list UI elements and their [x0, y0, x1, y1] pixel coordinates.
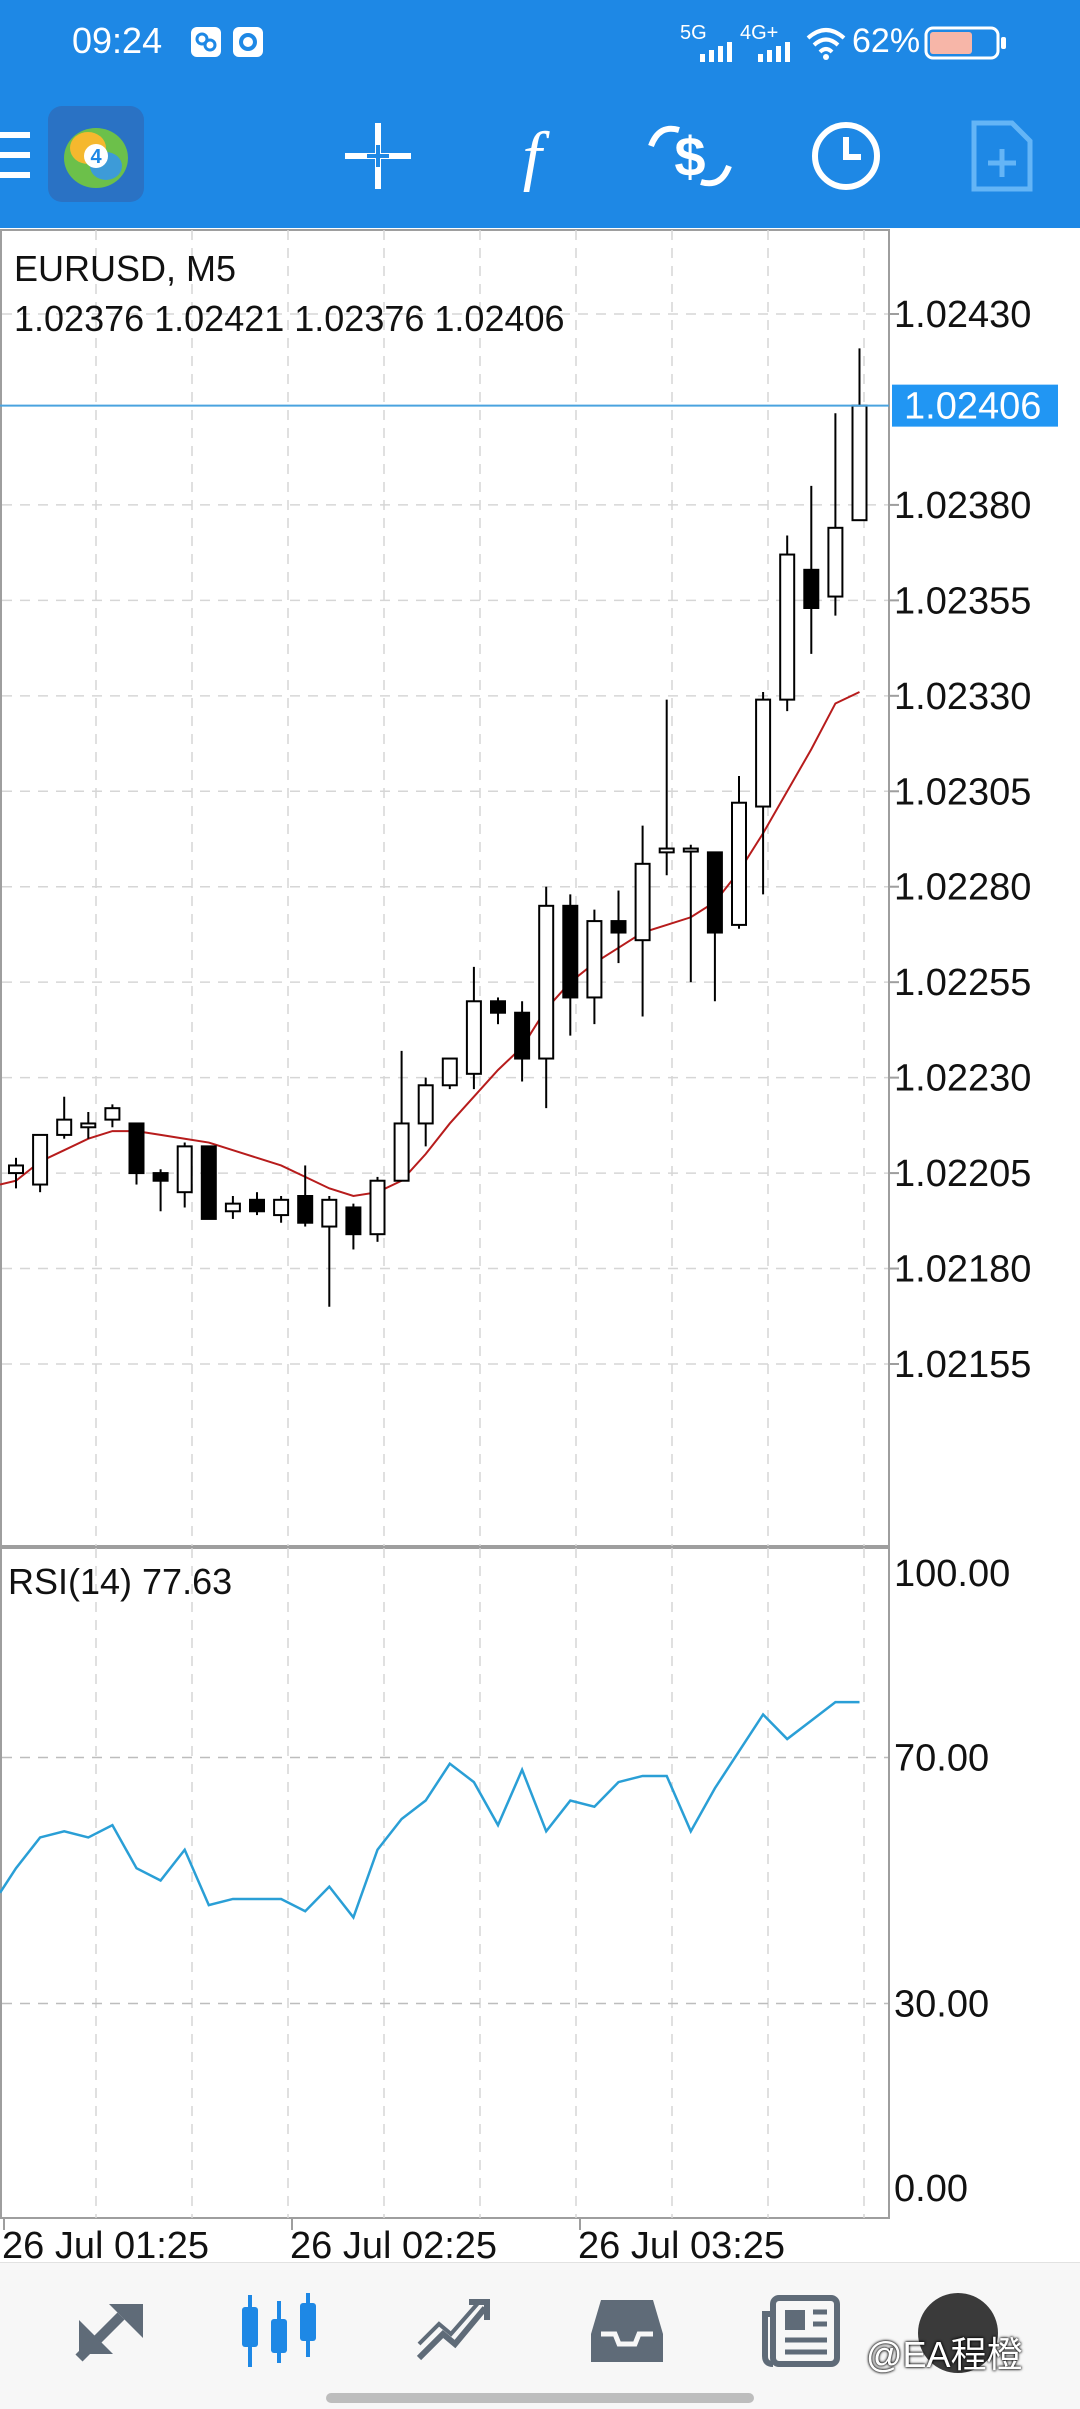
- price-tick-label: 1.02305: [894, 771, 1031, 813]
- candle-body: [273, 1198, 290, 1217]
- battery-icon: [924, 26, 1006, 60]
- candle-body: [152, 1172, 169, 1182]
- candle-body: [538, 904, 555, 1060]
- candle-body: [80, 1122, 97, 1129]
- rsi-tick-label: 70.00: [894, 1738, 989, 1780]
- candle-body: [755, 698, 772, 808]
- new-document-icon[interactable]: [952, 106, 1052, 206]
- candle-body: [224, 1202, 241, 1213]
- trade-nav-icon[interactable]: [398, 2281, 508, 2381]
- watermark-text: @EA程橙: [866, 2334, 1023, 2375]
- signal-icon: [700, 42, 732, 62]
- candle-body: [176, 1145, 193, 1194]
- candle-body: [779, 553, 796, 701]
- candle-body: [32, 1133, 49, 1186]
- price-tick-label: 1.02230: [894, 1058, 1031, 1100]
- period-icon[interactable]: [796, 106, 896, 206]
- time-tick-label: 26 Jul 02:25: [290, 2225, 497, 2260]
- crosshair-icon[interactable]: [328, 106, 428, 206]
- candle-body: [851, 404, 868, 522]
- candle-body: [490, 1000, 506, 1014]
- candle-body: [249, 1198, 265, 1213]
- candle-body: [345, 1206, 362, 1236]
- candle-body: [658, 847, 675, 854]
- candle-body: [200, 1145, 217, 1220]
- rsi-pane-frame: [0, 1547, 890, 2219]
- news-icon[interactable]: [746, 2281, 856, 2381]
- ohlc-label: 1.02376 1.02421 1.02376 1.02406: [14, 298, 565, 339]
- signal-icon-2: [758, 42, 790, 62]
- app-notification-icon: [191, 27, 221, 57]
- chart-area[interactable]: 1.02430 1.02380 1.02355 1.02330 1.02305 1.022…: [0, 228, 1080, 2260]
- candle-body: [56, 1118, 73, 1136]
- rsi-grid: [2, 1756, 888, 2005]
- battery-percent: 62%: [852, 22, 921, 60]
- price-axis: 1.02430 1.02380 1.02355 1.02330 1.02305 1.022…: [889, 294, 1031, 1386]
- price-tick-label: 1.02280: [894, 867, 1031, 909]
- candle-body: [562, 904, 579, 999]
- main-pane-frame: [0, 229, 890, 1547]
- price-tick-label: 1.02255: [894, 962, 1031, 1004]
- candle-body: [321, 1198, 338, 1228]
- status-time: 09:24: [72, 20, 163, 61]
- bottom-navigation: [0, 2262, 1080, 2409]
- current-price-tag: [892, 384, 1058, 427]
- rsi-tick-label: 30.00: [894, 1984, 989, 2026]
- price-tick-label: 1.02330: [894, 676, 1031, 718]
- price-tick-label: 1.02430: [894, 294, 1031, 336]
- network-5g-label: 5G: [680, 22, 707, 44]
- candle-body: [417, 1084, 434, 1125]
- metatrader-logo[interactable]: 4: [48, 106, 144, 202]
- candle-body: [465, 1000, 482, 1075]
- svg-text:f: f: [522, 120, 550, 192]
- candle-body: [827, 526, 844, 598]
- candle-body: [104, 1107, 121, 1121]
- price-tick-label: 1.02155: [894, 1344, 1031, 1386]
- candle-body: [731, 801, 747, 926]
- rsi-axis: 100.00 70.00 30.00 0.00: [894, 1553, 1010, 2210]
- chart-icon[interactable]: [224, 2281, 334, 2381]
- quotes-icon[interactable]: [56, 2281, 166, 2381]
- app-notification-icon-2: [233, 27, 263, 57]
- svg-text:$: $: [674, 125, 705, 188]
- candle-body: [803, 568, 820, 609]
- candles-layer: [8, 348, 868, 1307]
- function-icon[interactable]: f: [482, 106, 582, 206]
- time-tick-label: 26 Jul 03:25: [578, 2225, 785, 2260]
- candle-body: [682, 847, 699, 853]
- candle-body: [369, 1179, 386, 1236]
- price-tick-label: 1.02380: [894, 485, 1031, 527]
- candle-body: [634, 862, 651, 942]
- home-indicator: [326, 2393, 754, 2403]
- trade-icon[interactable]: $: [640, 106, 740, 206]
- rsi-label: RSI(14) 77.63: [8, 1561, 232, 1602]
- menu-icon[interactable]: [0, 132, 30, 178]
- current-price-label: 1.02406: [904, 386, 1041, 428]
- rsi-tick-label: 100.00: [894, 1553, 1010, 1595]
- time-tick-label: 26 Jul 01:25: [2, 2225, 209, 2260]
- network-4g-label: 4G+: [740, 22, 779, 44]
- candle-body: [514, 1011, 531, 1060]
- status-bar: 09:24 5G 4G+ 62%: [0, 0, 1080, 86]
- price-tick-label: 1.02355: [894, 580, 1031, 622]
- candle-body: [128, 1122, 145, 1175]
- candle-body: [706, 851, 723, 934]
- candle-body: [586, 920, 603, 999]
- avatar[interactable]: [918, 2293, 998, 2373]
- rsi-tick-label: 0.00: [894, 2168, 968, 2210]
- toolbar: 4 f $: [0, 86, 1080, 228]
- symbol-label: EURUSD, M5: [14, 248, 236, 289]
- candle-body: [8, 1164, 24, 1175]
- candle-body: [610, 920, 627, 934]
- candle-body: [297, 1195, 314, 1224]
- price-tick-label: 1.02180: [894, 1249, 1031, 1291]
- wifi-icon: [806, 28, 846, 60]
- time-axis: 26 Jul 01:25 26 Jul 02:25 26 Jul 03:25: [2, 2218, 785, 2260]
- candle-body: [393, 1122, 410, 1182]
- svg-text:4: 4: [90, 146, 102, 168]
- history-icon[interactable]: [572, 2281, 682, 2381]
- price-tick-label: 1.02205: [894, 1153, 1031, 1195]
- rsi-line: [0, 1700, 860, 1920]
- candle-body: [441, 1057, 458, 1087]
